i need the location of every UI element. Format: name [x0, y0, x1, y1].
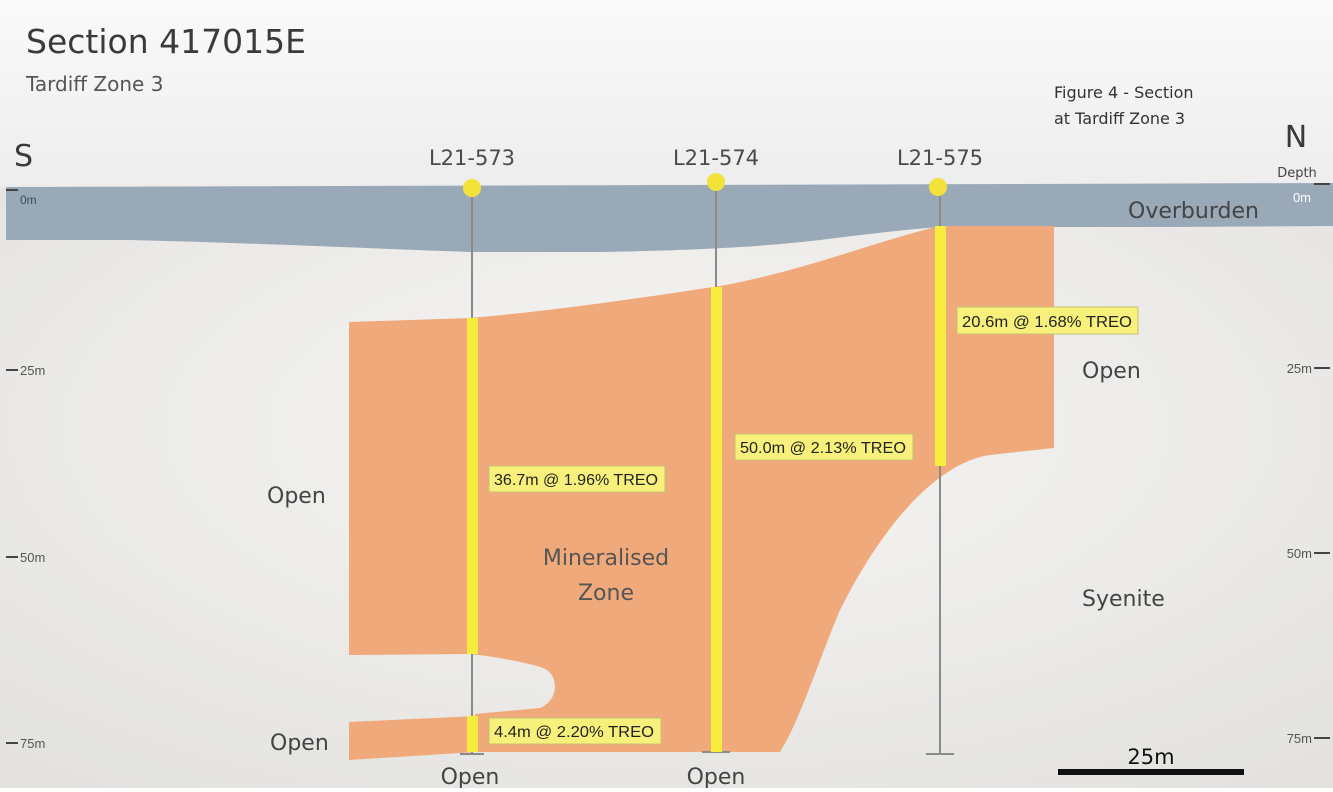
intercept-label-bg-574	[734, 433, 914, 461]
overburden-layer	[6, 183, 1333, 252]
figure-caption-line1: Figure 4 - Section	[1054, 83, 1194, 102]
mineralised-zone-label-2: Zone	[578, 581, 634, 606]
mineralised-zone-main	[349, 226, 1054, 752]
intercept-label-l21-575: 20.6m @ 1.68% TREO	[962, 314, 1132, 331]
intercept-label-l21-574: 50.0m @ 2.13% TREO	[740, 440, 906, 457]
sky-background	[0, 0, 1333, 188]
open-label-right: Open	[1082, 359, 1141, 384]
hole-id-l21-574: L21-574	[673, 146, 759, 170]
scale-bar	[1058, 769, 1244, 775]
syenite-label: Syenite	[1082, 587, 1165, 612]
page-title: Section 417015E	[26, 22, 306, 61]
open-label-below-573: Open	[441, 765, 500, 788]
open-label-left-bottom: Open	[270, 731, 329, 756]
intercept-label-bg-573-upper	[488, 465, 666, 493]
right-tick-label-50m: 50m	[1287, 546, 1312, 561]
figure-caption-line2: at Tardiff Zone 3	[1054, 109, 1185, 128]
intercept-label-l21-573-lower: 4.4m @ 2.20% TREO	[494, 724, 654, 741]
collar-l21-574	[707, 173, 725, 191]
intercept-label-l21-573-upper: 36.7m @ 1.96% TREO	[494, 472, 658, 489]
left-tick-label-75m: 75m	[20, 736, 45, 751]
open-label-left-mid: Open	[267, 484, 326, 509]
hole-id-l21-573: L21-573	[429, 146, 515, 170]
left-tick-label-0m: 0m	[20, 193, 37, 207]
open-label-below-574: Open	[687, 765, 746, 788]
hole-id-l21-575: L21-575	[897, 146, 983, 170]
page-subtitle: Tardiff Zone 3	[25, 72, 163, 96]
intercept-bar-l21-575	[935, 226, 946, 466]
collar-l21-575	[929, 178, 947, 196]
depth-axis-header: Depth	[1277, 166, 1317, 181]
intercept-bar-l21-574	[711, 287, 722, 752]
left-tick-label-50m: 50m	[20, 550, 45, 565]
collar-l21-573	[463, 179, 481, 197]
right-tick-label-25m: 25m	[1287, 361, 1312, 376]
overburden-label: Overburden	[1128, 199, 1259, 224]
direction-south: S	[14, 139, 33, 174]
intercept-label-bg-573-lower	[488, 717, 662, 745]
scale-bar-label: 25m	[1127, 745, 1174, 769]
intercept-label-bg-575	[956, 306, 1139, 335]
mineralised-zone-lower-lens	[349, 716, 476, 760]
intercept-bar-l21-573-lower	[467, 716, 478, 752]
right-tick-label-0m: 0m	[1293, 190, 1311, 205]
mineralised-zone-label-1: Mineralised	[543, 546, 669, 571]
direction-north: N	[1285, 120, 1307, 155]
left-tick-label-25m: 25m	[20, 363, 45, 378]
intercept-bar-l21-573-upper	[467, 318, 478, 654]
right-tick-label-75m: 75m	[1287, 731, 1312, 746]
